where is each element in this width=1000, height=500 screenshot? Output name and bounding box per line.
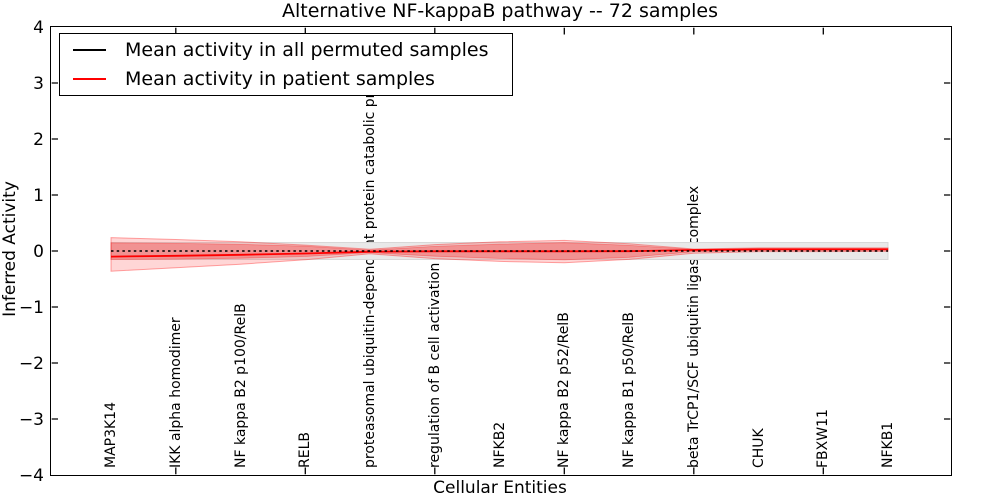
plot-canvas [51,27,951,475]
axis-ticks [51,27,951,475]
legend-label-permuted: Mean activity in all permuted samples [125,39,489,61]
y-tick-label: −4 [18,465,44,486]
y-tick-label: −3 [18,409,44,430]
plot-area: MAP3K14 IKK alpha homodimer NF kappa B2 p1… [50,26,952,476]
legend-item-patient: Mean activity in patient samples [60,66,512,93]
y-tick-label: −1 [18,297,44,318]
permuted-line-swatch [73,49,106,51]
y-tick-label: −2 [18,353,44,374]
y-tick-label: 0 [33,241,44,262]
x-axis-label: Cellular Entities [433,478,567,498]
legend-label-patient: Mean activity in patient samples [125,68,435,90]
y-tick-label: 2 [33,129,44,150]
patient-line-swatch [73,78,106,80]
y-tick-label: 3 [33,73,44,94]
y-tick-label: 1 [33,185,44,206]
chart-title: Alternative NF-kappaB pathway -- 72 samp… [281,0,719,22]
y-tick-label: 4 [33,17,44,38]
legend-item-permuted: Mean activity in all permuted samples [60,37,512,64]
legend: Mean activity in all permuted samples Me… [59,33,513,96]
